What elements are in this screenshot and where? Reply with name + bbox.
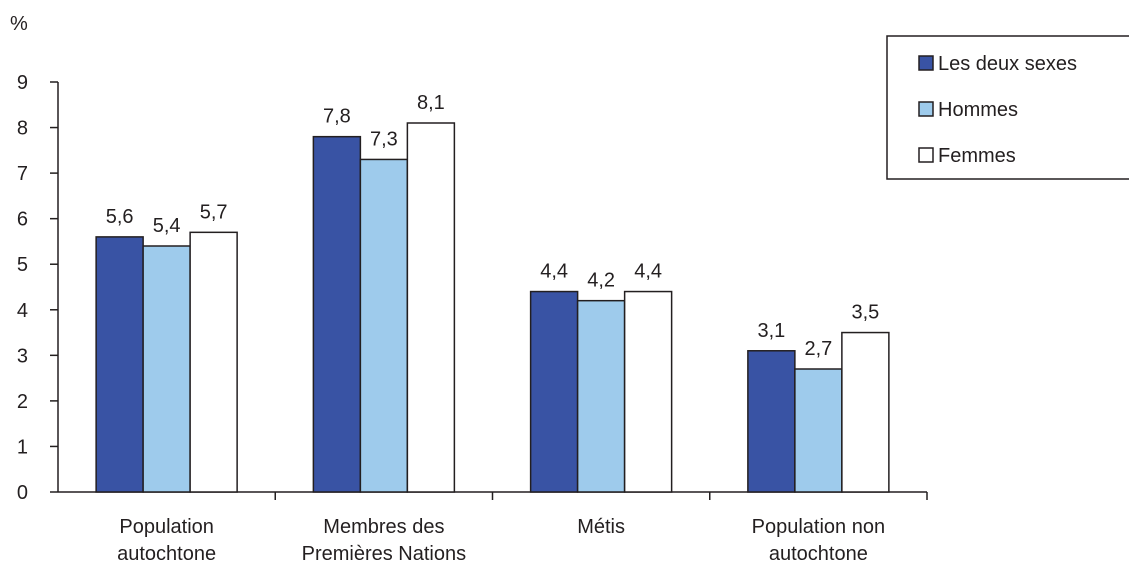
bar (359, 158, 409, 493)
bar (95, 236, 144, 493)
data-label: 4,2 (587, 270, 615, 292)
y-tick-label: 2 (17, 391, 28, 413)
data-label: 5,6 (106, 206, 134, 228)
data-label: 3,5 (851, 302, 879, 324)
bar (529, 290, 579, 493)
data-label: 4,4 (540, 261, 568, 283)
bar (623, 290, 673, 493)
bar (312, 135, 362, 493)
bar (189, 231, 238, 493)
y-tick-label: 8 (17, 118, 28, 140)
data-label: 7,8 (323, 106, 351, 128)
y-axis-unit-label: % (10, 13, 28, 35)
x-axis: Population autochtone Membres des Premières… (58, 491, 928, 565)
data-label: 8,1 (417, 92, 445, 114)
x-category-label: Population autochtone (117, 516, 216, 565)
legend-label: Les deux sexes (938, 53, 1077, 75)
bar (576, 299, 626, 493)
y-axis: 0 1 2 3 4 5 6 7 8 9 (17, 72, 59, 504)
data-label: 2,7 (804, 338, 832, 360)
bar (406, 122, 456, 493)
y-tick-label: 1 (17, 436, 28, 458)
bar (142, 245, 191, 493)
y-tick-label: 4 (17, 300, 28, 322)
x-category-label: Membres des Premières Nations (302, 516, 467, 565)
legend: Les deux sexes Hommes Femmes (886, 35, 1129, 180)
y-tick-label: 3 (17, 345, 28, 367)
bar (794, 368, 843, 493)
data-label: 3,1 (757, 320, 785, 342)
legend-label: Hommes (938, 99, 1018, 121)
legend-swatch (918, 55, 934, 71)
data-label: 5,4 (153, 215, 181, 237)
x-category-label: Population non autochtone (752, 516, 885, 565)
y-tick-label: 6 (17, 209, 28, 231)
bars: 5,6 5,4 5,7 7,8 7,3 8,1 4,4 4,2 4,4 3,1 2,7 3,5 (95, 92, 890, 493)
data-label: 7,3 (370, 128, 398, 150)
legend-swatch (918, 101, 934, 117)
y-tick-label: 5 (17, 254, 28, 276)
y-tick-label: 0 (17, 482, 28, 504)
y-tick-label: 7 (17, 163, 28, 185)
y-tick-label: 9 (17, 72, 28, 94)
data-label: 5,7 (200, 201, 228, 223)
data-label: 4,4 (634, 261, 662, 283)
bar (841, 331, 890, 493)
bar (747, 350, 796, 493)
legend-swatch (918, 147, 934, 163)
legend-label: Femmes (938, 145, 1016, 167)
x-category-label: Métis (577, 516, 625, 538)
